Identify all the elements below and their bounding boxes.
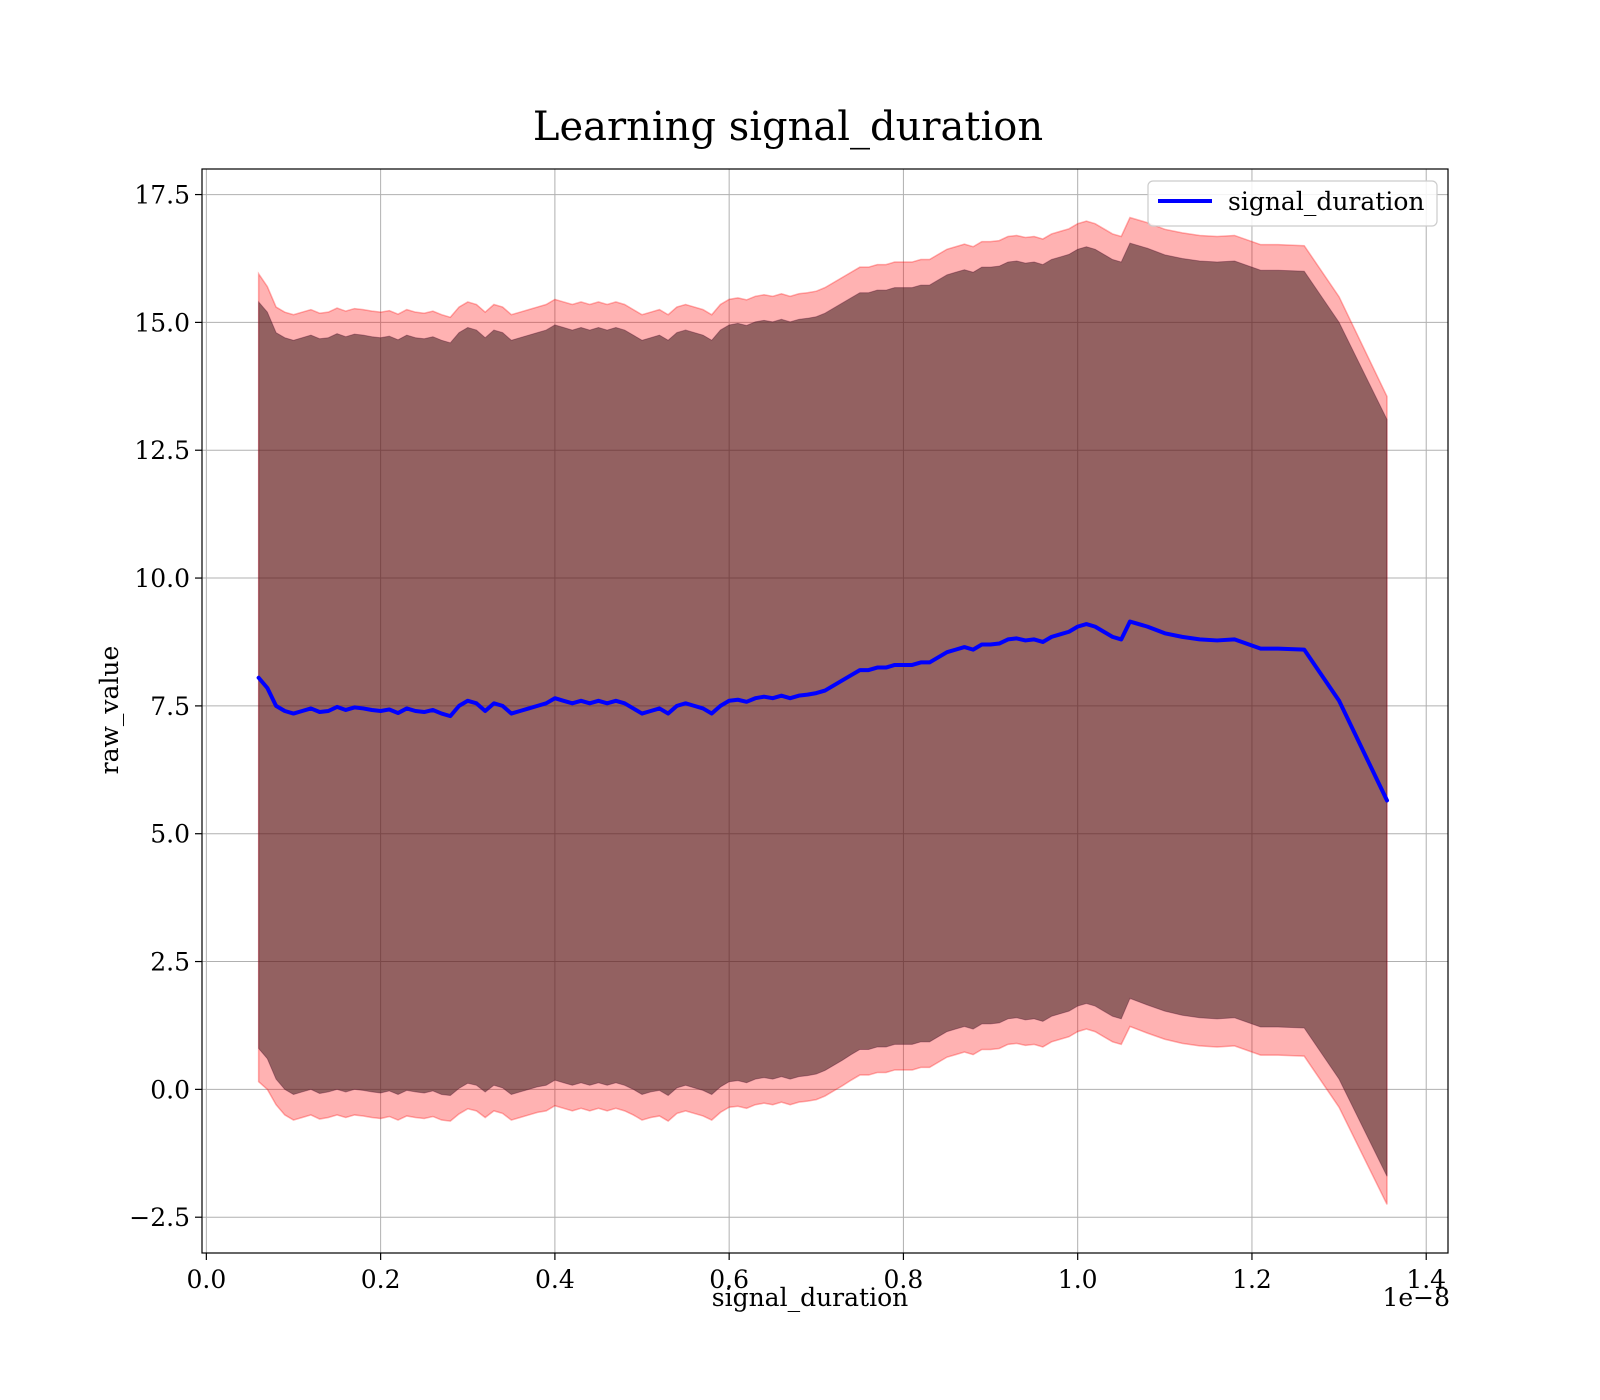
y-tick-label-7: 15.0 [134,308,190,337]
y-tick-label-3: 5.0 [150,820,190,849]
outer-band [257,216,1388,1205]
y-tick-label-6: 12.5 [134,436,190,465]
x-tick-label-6: 1.2 [1232,1265,1272,1294]
confidence-bands [257,216,1388,1205]
legend-label-signal-duration: signal_duration [1228,187,1424,216]
x-tick-label-5: 1.0 [1058,1265,1098,1294]
x-tick-label-2: 0.4 [535,1265,575,1294]
legend-box [1147,180,1438,227]
x-axis-label: signal_duration [712,1283,908,1312]
y-tick-label-8: 17.5 [134,181,190,210]
y-axis-label: raw_value [95,646,124,775]
series-lines [256,619,1390,803]
plot-frame [201,168,1449,1254]
x-tick-label-3: 0.6 [709,1265,749,1294]
inner-band [258,243,1388,1177]
x-tick-label-0: 0.0 [186,1265,226,1294]
legend: signal_duration [1147,180,1438,227]
core-band [258,242,1388,1177]
x-tick-label-7: 1.4 [1406,1265,1446,1294]
x-axis-ticks: 0.0 0.2 0.4 0.6 0.8 1.0 1.2 1.4 [186,1253,1446,1294]
y-axis-ticks: −2.5 0.0 2.5 5.0 7.5 10.0 12.5 15.0 17.5 [129,181,202,1232]
x-axis-offset-label: 1e−8 [1382,1283,1450,1312]
grid-lines [202,169,1448,1253]
y-tick-label-2: 2.5 [150,948,190,977]
x-tick-label-4: 0.8 [884,1265,924,1294]
y-tick-label-5: 10.0 [134,564,190,593]
y-tick-label-1: 0.0 [150,1075,190,1104]
y-tick-label-4: 7.5 [150,692,190,721]
x-tick-label-1: 0.2 [361,1265,401,1294]
chart-title: Learning signal_duration [533,104,1043,150]
series-line-signal-duration [256,619,1390,803]
y-tick-label-0: −2.5 [129,1203,190,1232]
